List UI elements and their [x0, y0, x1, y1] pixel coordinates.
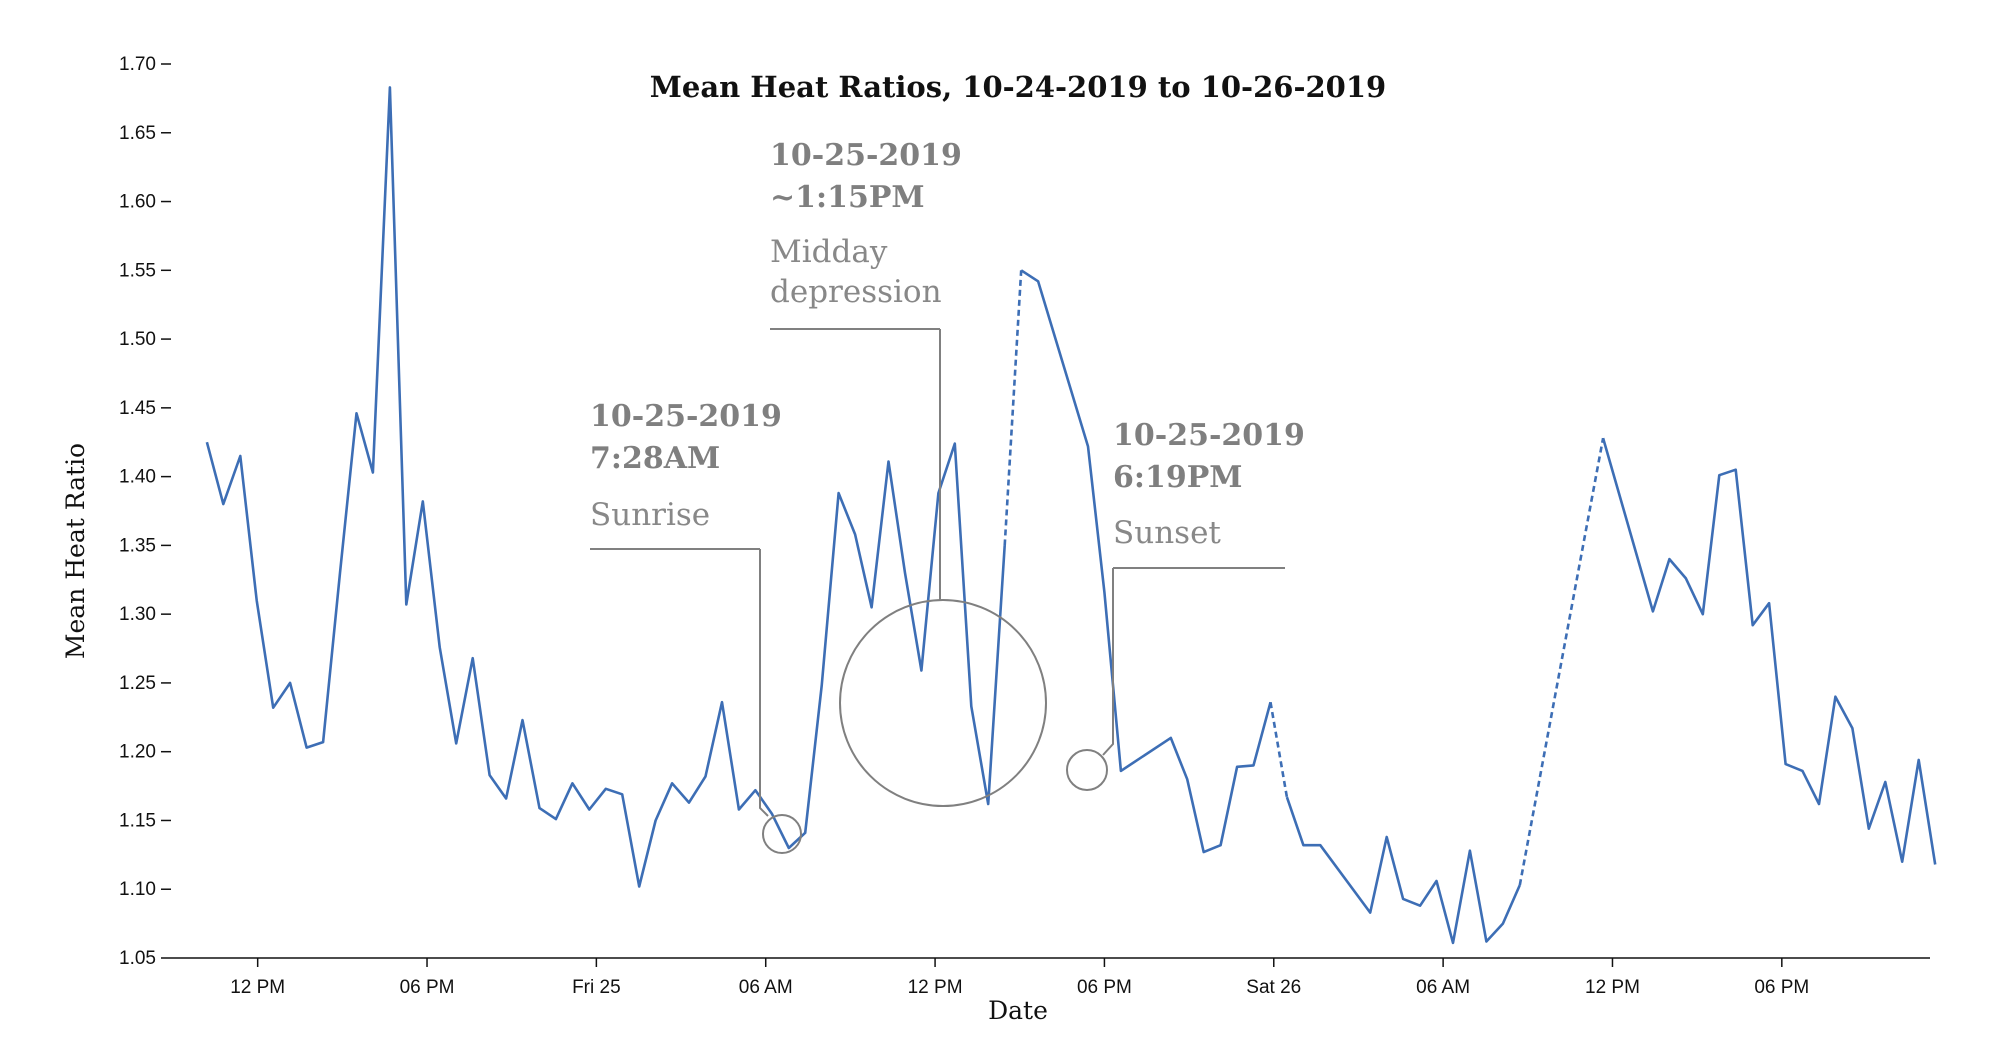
annotation: 10-25-2019 7:28AM Sunrise — [590, 399, 802, 854]
annotation-label: Sunset — [1113, 515, 1221, 551]
y-tick-label: 1.45 — [119, 398, 156, 419]
annotation-label: depression — [770, 274, 942, 310]
x-tick-label: 06 PM — [1077, 977, 1132, 998]
y-tick-label: 1.30 — [119, 604, 156, 625]
annotation-title: ~1:15PM — [770, 180, 925, 215]
x-tick-label: Sat 26 — [1246, 977, 1301, 998]
annotation: 10-25-2019 ~1:15PM Midday depression — [770, 138, 1047, 807]
annotation-title: 10-25-2019 — [770, 138, 962, 173]
y-tick-label: 1.15 — [119, 810, 156, 831]
y-tick-label: 1.25 — [119, 673, 156, 694]
x-tick-label: 06 AM — [1416, 977, 1470, 998]
x-tick-label: 06 PM — [400, 977, 455, 998]
x-tick-label: 06 AM — [739, 977, 793, 998]
annotation: 10-25-2019 6:19PM Sunset — [1066, 418, 1305, 791]
annotation-title: 7:28AM — [590, 441, 720, 476]
annotation-marker-circle — [1066, 749, 1108, 791]
series-line — [1285, 796, 1521, 945]
x-axis: 12 PM 06 PM Fri 25 06 AM 12 PM 06 PM Sat 26 06 … — [171, 957, 1930, 998]
annotation-label: Midday — [770, 234, 888, 270]
x-tick-label: 12 PM — [1585, 977, 1640, 998]
y-tick-label: 1.65 — [119, 123, 156, 144]
y-tick-label: 1.05 — [119, 948, 156, 969]
annotation-label: Sunrise — [590, 497, 710, 533]
annotation-title: 10-25-2019 — [590, 399, 782, 434]
x-tick-label: Fri 25 — [572, 977, 621, 998]
y-axis-label: Mean Heat Ratio — [61, 443, 90, 659]
x-tick-label: 12 PM — [230, 977, 285, 998]
x-tick-label: 12 PM — [908, 977, 963, 998]
annotations: 10-25-2019 7:28AM Sunrise 10-25-2019 ~1:15PM… — [590, 138, 1305, 854]
y-tick-label: 1.20 — [119, 742, 156, 763]
chart-title: Mean Heat Ratios, 10-24-2019 to 10-26-20… — [650, 70, 1386, 104]
y-tick-label: 1.40 — [119, 467, 156, 488]
y-tick-label: 1.55 — [119, 260, 156, 281]
annotation-title: 6:19PM — [1113, 460, 1242, 495]
annotation-marker-circle — [762, 814, 802, 854]
series-line-dashed — [1269, 701, 1289, 798]
y-tick-label: 1.50 — [119, 329, 156, 350]
series-line — [1020, 269, 1272, 854]
y-tick-label: 1.10 — [119, 879, 156, 900]
y-tick-label: 1.60 — [119, 192, 156, 213]
annotation-leader — [759, 549, 769, 817]
series-line — [1601, 437, 1937, 865]
annotation-leader — [1102, 568, 1114, 756]
y-axis: 1.05 1.10 1.15 1.20 1.25 1.30 1.35 1.40 1.45 1.50… — [119, 54, 171, 969]
annotation-marker-circle — [839, 599, 1047, 807]
y-tick-label: 1.35 — [119, 535, 156, 556]
series-line-dashed — [1003, 270, 1023, 546]
x-tick-label: 06 PM — [1754, 977, 1809, 998]
y-tick-label: 1.70 — [119, 54, 156, 75]
series-line-dashed — [1518, 437, 1605, 886]
annotation-title: 10-25-2019 — [1113, 418, 1305, 453]
x-axis-label: Date — [988, 996, 1048, 1025]
series-lines — [205, 86, 1937, 945]
